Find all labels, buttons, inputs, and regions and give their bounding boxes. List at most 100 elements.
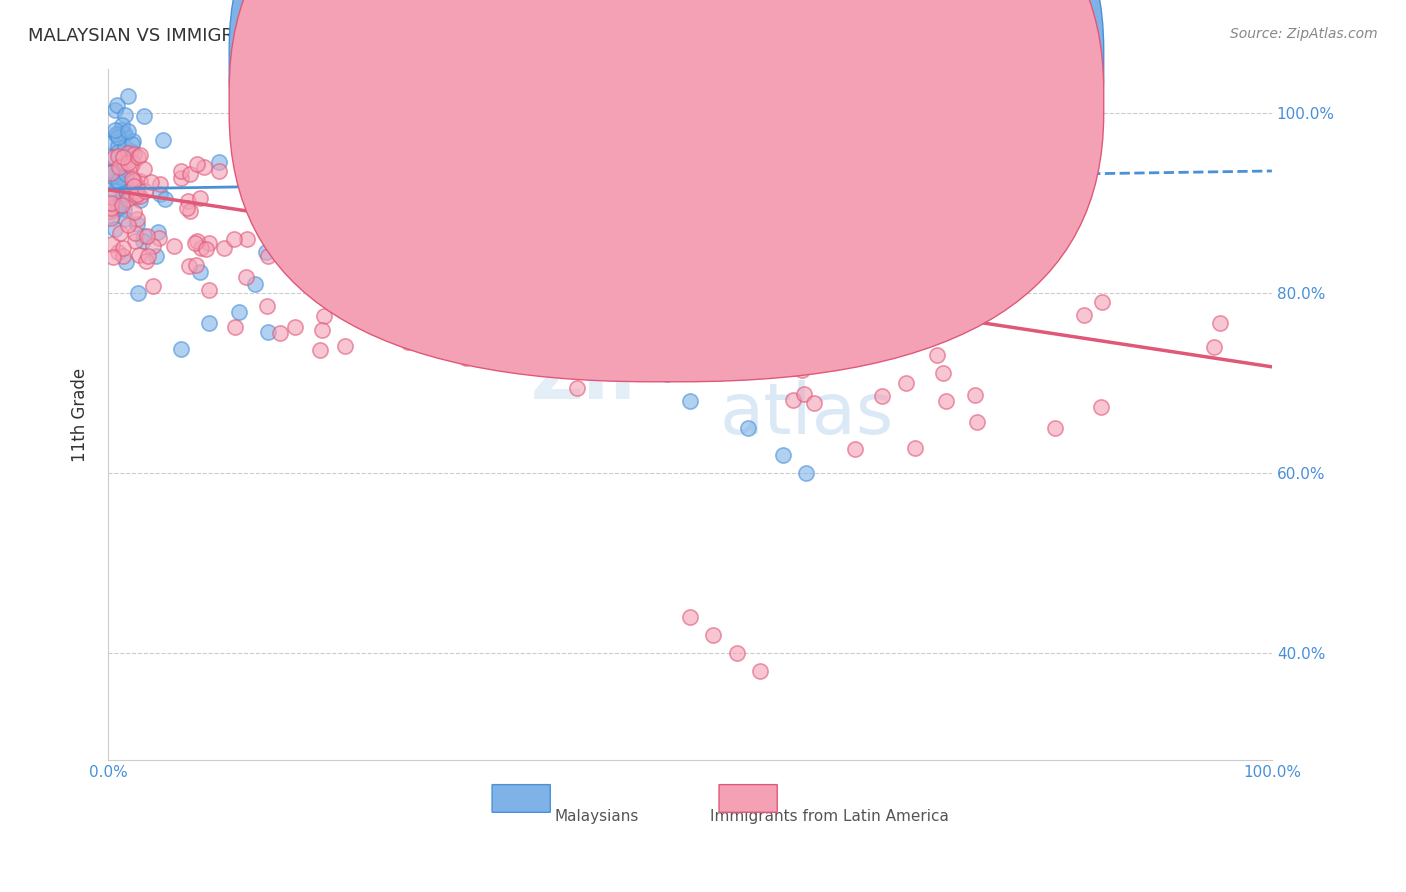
Point — [256, 299, 278, 313]
Point — [101, 190, 124, 204]
Point — [117, 192, 139, 206]
Point — [129, 173, 152, 187]
Point — [193, 160, 215, 174]
Point — [122, 146, 145, 161]
Point — [111, 119, 134, 133]
Point — [479, 270, 502, 285]
Point — [339, 203, 361, 218]
Point — [725, 250, 748, 264]
Point — [600, 352, 623, 367]
Point — [115, 167, 138, 181]
Point — [145, 249, 167, 263]
Point — [103, 164, 125, 178]
Point — [772, 448, 794, 462]
Point — [124, 174, 146, 188]
Point — [748, 324, 770, 338]
Point — [124, 234, 146, 248]
Point — [121, 134, 143, 148]
Point — [105, 98, 128, 112]
Point — [257, 249, 280, 263]
Point — [111, 171, 134, 186]
Point — [103, 136, 125, 150]
Point — [935, 394, 957, 409]
Point — [152, 133, 174, 147]
Point — [519, 318, 541, 333]
Point — [108, 198, 131, 212]
Point — [170, 342, 193, 356]
Text: ZIP: ZIP — [530, 345, 664, 415]
Point — [194, 242, 217, 256]
Point — [783, 360, 806, 375]
Point — [359, 252, 381, 266]
Point — [138, 249, 160, 263]
Point — [132, 162, 155, 177]
Point — [427, 304, 450, 318]
Text: MALAYSIAN VS IMMIGRANTS FROM LATIN AMERICA 11TH GRADE CORRELATION CHART: MALAYSIAN VS IMMIGRANTS FROM LATIN AMERI… — [28, 27, 807, 45]
Point — [589, 361, 612, 376]
Point — [748, 664, 770, 678]
Point — [696, 339, 718, 353]
Point — [844, 442, 866, 456]
Point — [186, 157, 208, 171]
Point — [114, 169, 136, 184]
Point — [269, 326, 291, 340]
Y-axis label: 11th Grade: 11th Grade — [72, 368, 89, 461]
Point — [112, 194, 135, 209]
Point — [128, 193, 150, 207]
Point — [270, 237, 292, 252]
Point — [271, 207, 294, 221]
Point — [443, 313, 465, 327]
Point — [132, 234, 155, 248]
Point — [124, 226, 146, 240]
Text: R = -0.421   N = 148: R = -0.421 N = 148 — [661, 94, 834, 112]
Point — [101, 236, 124, 251]
Point — [128, 248, 150, 262]
Point — [110, 123, 132, 137]
Point — [100, 166, 122, 180]
Point — [903, 442, 925, 456]
Point — [254, 244, 277, 259]
Point — [120, 159, 142, 173]
Point — [396, 334, 419, 349]
Point — [190, 241, 212, 255]
Point — [782, 392, 804, 407]
Point — [598, 349, 620, 363]
Point — [107, 145, 129, 159]
Point — [565, 381, 588, 395]
Point — [170, 170, 193, 185]
Point — [107, 139, 129, 153]
Point — [104, 222, 127, 236]
Point — [111, 198, 134, 212]
Point — [198, 235, 221, 250]
Point — [125, 182, 148, 196]
Point — [1202, 340, 1225, 354]
Point — [269, 238, 291, 252]
Point — [737, 421, 759, 435]
Point — [117, 89, 139, 103]
Point — [117, 218, 139, 232]
Point — [284, 319, 307, 334]
Point — [183, 236, 205, 251]
Point — [176, 201, 198, 215]
Point — [142, 239, 165, 253]
Point — [966, 415, 988, 429]
Point — [112, 202, 135, 217]
Point — [963, 388, 986, 402]
Point — [142, 279, 165, 293]
Point — [122, 178, 145, 193]
Point — [110, 164, 132, 178]
Point — [179, 204, 201, 219]
Point — [1090, 400, 1112, 414]
Point — [107, 149, 129, 163]
Point — [576, 320, 599, 334]
Point — [655, 367, 678, 381]
Point — [108, 194, 131, 209]
Point — [212, 241, 235, 255]
Point — [101, 250, 124, 264]
Point — [155, 193, 177, 207]
Point — [288, 269, 311, 284]
Point — [129, 188, 152, 202]
Point — [538, 252, 561, 266]
Text: Malaysians: Malaysians — [554, 809, 638, 824]
Point — [117, 156, 139, 170]
